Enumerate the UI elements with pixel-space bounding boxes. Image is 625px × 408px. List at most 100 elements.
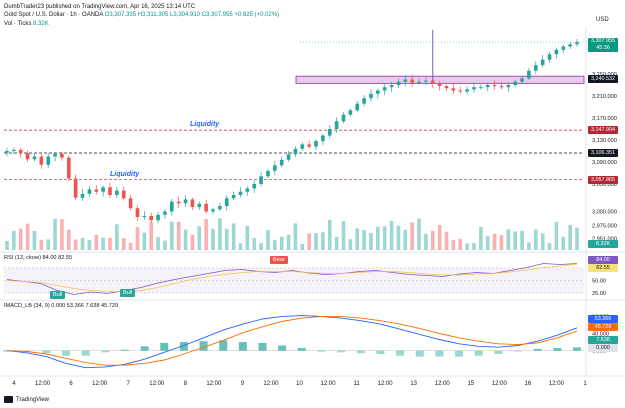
bull-badge-1: Bull [50,291,66,299]
candle-body [430,80,435,84]
macd-histogram-bar [160,342,169,351]
volume-bar [348,239,353,250]
candle-body [369,93,373,99]
time-tick-label: 7 [126,381,130,387]
volume-bar [300,243,305,250]
publisher-line: DumbTrader23 published on TradingView.co… [4,4,196,10]
macd-value-tag: 53.366 [588,315,618,323]
time-tick-label: 6 [69,381,73,387]
volume-bar [334,237,339,250]
volume-bar [156,237,160,250]
candle-body [32,156,37,160]
macd-histogram-bar [179,342,188,351]
volume-bar [46,239,51,250]
candle-body [286,154,291,160]
candle-body [279,159,284,166]
time-tick-label: 12:00 [92,381,108,387]
macd-line [6,315,578,369]
volume-legend[interactable]: Vol · Ticks 8.32K [4,21,49,27]
candle-body [403,79,408,82]
macd-histogram-bar [219,340,228,351]
candle-body [424,80,428,82]
signal-line [6,315,578,366]
rsi-tick-label: 50.00 [592,279,606,285]
candle-body [170,201,174,212]
volume-bar [170,221,174,250]
time-tick-label: 12:00 [149,381,165,387]
price-tag-support: 3,106.351 [588,149,618,157]
candle-body [176,201,181,204]
volume-bar [60,219,64,250]
candle-body [362,98,366,104]
volume-bar [561,236,566,250]
volume-bar [204,219,208,250]
ohlc-values: O3,307.335 H3,311.305 L3,304.910 C3,307.… [104,12,280,18]
candle-body [540,59,545,66]
volume-bar [190,234,195,250]
symbol-line[interactable]: Gold Spot / U.S. Dollar · 1h · OANDA O3,… [4,12,279,18]
price-tick-label: 3,130.000 [592,138,617,144]
volume-bar [108,237,112,250]
time-tick-label: 16 [524,381,532,387]
volume-bar [568,224,572,250]
symbol-title: Gold Spot / U.S. Dollar · 1h · OANDA [4,12,104,18]
volume-bar [520,230,524,250]
candle-body [410,79,414,83]
candle-body [218,206,222,210]
volume-tag: 8.32K [588,240,618,248]
candle-body [259,176,263,184]
volume-bar [437,225,442,250]
volume-bar [135,227,140,250]
candle-body [499,86,504,88]
candle-body [506,85,511,88]
countdown-label: 45:36 [596,45,610,52]
time-tick-label: 1 [583,381,587,387]
volume-bar [321,232,325,250]
candle-body [321,135,325,142]
rsi-legend[interactable]: RSI (13, close) 84.00 82.55 [4,255,73,261]
candle-body [135,208,140,217]
volume-bar [32,231,37,250]
macd-histogram-bar [573,347,581,351]
volume-bar [18,228,23,250]
candle-body [245,188,250,192]
volume-bar [492,233,497,250]
volume-bar [183,229,188,250]
bear-badge: Bear [270,256,288,264]
candle-body [307,144,311,147]
volume-bar [142,232,147,250]
volume-bar [94,234,99,250]
volume-bar [547,243,552,250]
volume-bar [458,238,463,250]
time-tick-label: 4 [12,381,16,387]
macd-legend[interactable]: IMACD_LB (34, 9) 0.000 53.366 7.638 45.7… [4,303,119,309]
candle-body [376,90,380,94]
volume-bar [355,228,360,250]
candle-body [121,190,126,199]
candle-body [39,156,44,165]
candle-body [465,89,469,92]
candle-body [382,87,387,91]
candle-body [520,78,524,82]
volume-bar [197,226,202,250]
volume-bar [53,218,57,250]
candle-body [156,214,160,221]
volume-bar [382,226,387,250]
volume-bar [424,233,428,250]
candle-body [575,42,579,45]
volume-bar [286,234,291,250]
candle-body [568,44,572,47]
volume-bar [293,223,298,250]
candle-body [492,85,497,87]
candle-body [355,103,360,111]
macd-histogram-bar [396,350,405,356]
candle-body [183,199,188,204]
macd-histogram-bar [120,349,129,351]
price-tick-label: 2,951.000 [592,236,617,242]
macd-histogram-bar [81,350,90,356]
time-tick-label: 8 [183,381,187,387]
volume-bar [327,219,332,250]
candle-body [60,153,64,158]
volume-bar [575,227,579,250]
